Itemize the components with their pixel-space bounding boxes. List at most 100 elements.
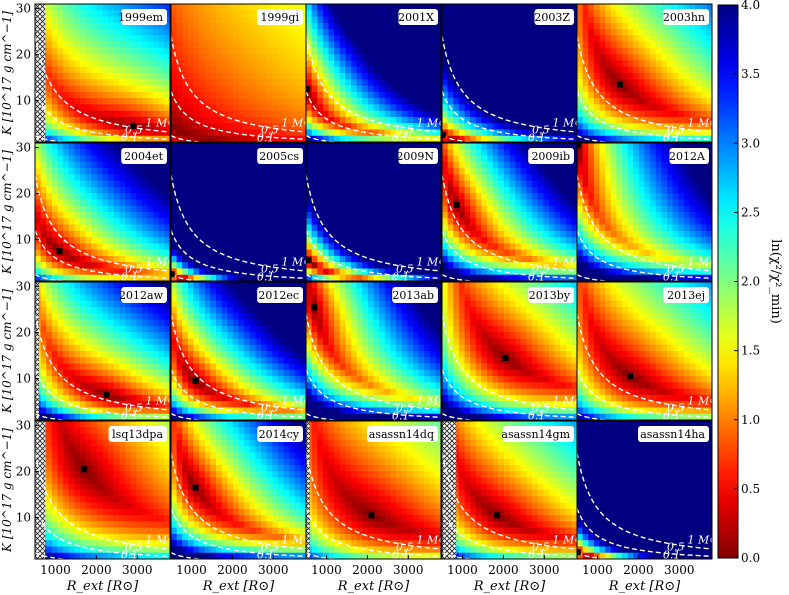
heat-cell [593, 129, 600, 137]
heat-cell [158, 22, 165, 30]
heat-cell [384, 274, 391, 281]
heat-cell [328, 243, 335, 251]
heat-cell [51, 98, 58, 105]
heat-cell [63, 110, 70, 118]
heat-cell [418, 91, 425, 99]
heat-cell [526, 186, 533, 194]
heat-cell [464, 91, 471, 99]
heat-cell [96, 262, 103, 269]
heat-cell [503, 98, 510, 105]
heat-cell [418, 249, 425, 257]
heat-cell [334, 123, 341, 130]
heat-cell [396, 161, 403, 169]
heat-cell [322, 243, 329, 251]
heat-cell [51, 155, 58, 163]
heat-cell [588, 41, 595, 49]
heat-cell [294, 205, 301, 213]
heat-cell [407, 98, 414, 105]
heat-cell [577, 199, 584, 207]
heat-cell [164, 149, 170, 156]
heat-cell [141, 135, 148, 142]
heat-cell [588, 123, 595, 130]
heat-cell [141, 193, 148, 200]
heat-cell [182, 180, 189, 188]
heat-cell [373, 4, 380, 11]
heat-cell [424, 41, 431, 49]
heat-cell [593, 268, 600, 276]
heat-cell [238, 230, 245, 238]
heat-cell [171, 41, 178, 49]
heat-cell [481, 16, 488, 24]
heat-cell [435, 10, 441, 17]
heat-cell [362, 274, 369, 281]
heat-cell [221, 41, 228, 49]
heat-cell [672, 35, 679, 43]
heat-cell [678, 35, 685, 43]
heat-cell [655, 79, 662, 86]
heat-cell [526, 60, 533, 68]
heat-cell [560, 205, 567, 213]
heat-cell [204, 212, 211, 219]
heat-cell [655, 60, 662, 68]
heat-cell [442, 205, 449, 213]
heat-cell [80, 155, 87, 163]
heat-cell [306, 149, 313, 156]
heat-cell [227, 135, 234, 142]
heat-cell [351, 98, 358, 105]
heat-cell [85, 243, 92, 251]
heat-cell [593, 186, 600, 194]
heat-cell [300, 54, 306, 61]
heat-cell [412, 174, 419, 182]
heat-cell [108, 66, 115, 74]
heat-cell [176, 73, 183, 80]
heat-cell [227, 168, 234, 175]
heat-cell [283, 35, 290, 43]
heat-cell [599, 224, 606, 232]
heat-cell [458, 41, 465, 49]
heat-cell [650, 66, 657, 74]
heat-cell [232, 47, 239, 55]
heat-cell [593, 161, 600, 169]
heat-cell [689, 91, 696, 99]
heat-cell [424, 110, 431, 118]
heat-cell [266, 262, 273, 269]
heat-cell [113, 35, 120, 43]
heat-cell [509, 199, 516, 207]
heat-cell [577, 174, 584, 182]
heat-cell [147, 129, 154, 137]
heat-cell [458, 274, 465, 281]
heat-cell [678, 104, 685, 112]
heat-cell [176, 110, 183, 118]
heat-cell [244, 193, 251, 200]
heat-cell [289, 4, 296, 11]
heat-cell [255, 230, 262, 238]
heat-cell [503, 161, 510, 169]
heat-cell [537, 98, 544, 105]
heat-cell [367, 54, 374, 61]
heat-cell [520, 237, 527, 244]
heat-cell [560, 212, 567, 219]
heat-cell [418, 35, 425, 43]
heat-cell [311, 268, 318, 276]
heat-cell [543, 85, 550, 93]
heat-cell [638, 41, 645, 49]
heat-cell [470, 224, 477, 232]
heat-cell [481, 155, 488, 163]
heat-cell [560, 143, 567, 150]
heat-cell [328, 237, 335, 244]
heat-cell [373, 104, 380, 112]
heat-cell [464, 123, 471, 130]
heat-cell [351, 91, 358, 99]
heat-cell [650, 85, 657, 93]
heat-cell [367, 212, 374, 219]
heat-cell [244, 10, 251, 17]
heat-cell [182, 4, 189, 11]
heat-cell [57, 218, 64, 225]
heat-cell [68, 212, 75, 219]
heat-cell [277, 29, 284, 36]
heat-cell [221, 73, 228, 80]
heat-cell [481, 73, 488, 80]
heat-cell [119, 29, 126, 36]
heat-cell [85, 73, 92, 80]
heat-cell [244, 161, 251, 169]
